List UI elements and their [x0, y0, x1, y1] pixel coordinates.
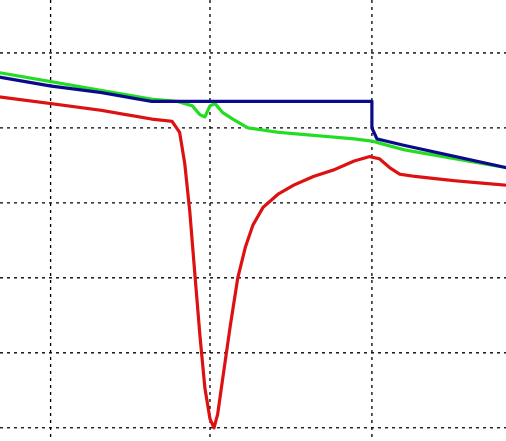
series-line-red	[0, 95, 506, 430]
series-group	[0, 71, 506, 430]
series-line-blue	[0, 75, 506, 170]
